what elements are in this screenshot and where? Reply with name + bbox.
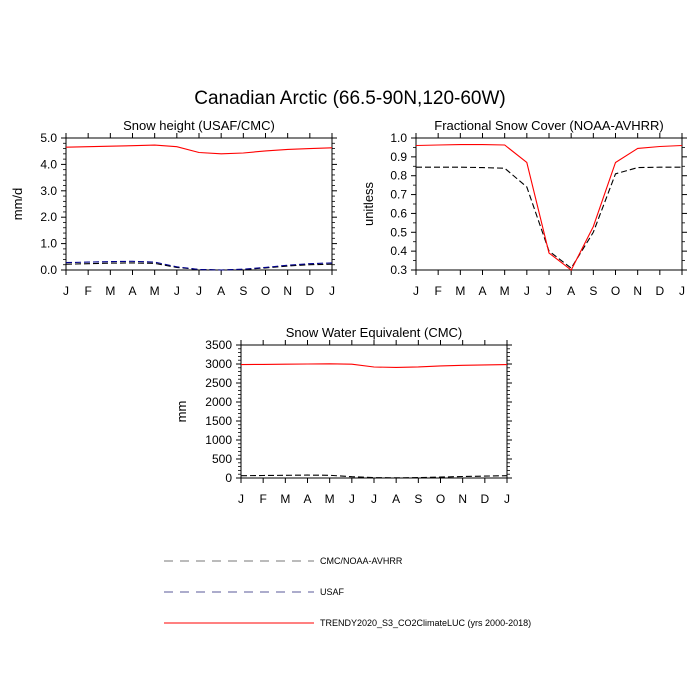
x-tick-label: M <box>325 492 335 506</box>
series-line-cmc <box>65 262 333 271</box>
y-tick-label: 0.0 <box>40 263 57 277</box>
series-line-trendy2020_s3_co2climateluc <box>415 144 683 271</box>
x-tick-label: A <box>303 492 311 506</box>
x-tick-label: M <box>500 284 510 298</box>
y-tick-label: 1.0 <box>390 131 407 145</box>
x-tick-label: J <box>196 284 202 298</box>
x-tick-label: M <box>105 284 115 298</box>
x-tick-label: J <box>413 284 419 298</box>
x-tick-label: F <box>434 284 441 298</box>
x-tick-label: S <box>414 492 422 506</box>
x-tick-label: A <box>567 284 575 298</box>
x-tick-label: F <box>84 284 91 298</box>
series-line-trendy2020_s3_co2climateluc <box>240 363 508 368</box>
x-tick-label: J <box>349 492 355 506</box>
y-tick-label: 0.3 <box>390 263 407 277</box>
figure-title: Canadian Arctic (66.5-90N,120-60W) <box>194 88 506 109</box>
x-tick-label: J <box>504 492 510 506</box>
x-tick-label: F <box>259 492 266 506</box>
y-tick-label: 0.8 <box>390 169 407 183</box>
series-line-cmc <box>240 474 508 479</box>
y-tick-label: 0.4 <box>390 244 407 258</box>
y-tick-label: 4.0 <box>40 157 57 171</box>
x-tick-label: J <box>524 284 530 298</box>
legend-label-2: TRENDY2020_S3_CO2ClimateLUC (yrs 2000-20… <box>320 618 531 628</box>
y-tick-label: 1.0 <box>40 237 57 251</box>
x-tick-label: J <box>174 284 180 298</box>
y-tick-label: 500 <box>212 452 232 466</box>
x-tick-label: J <box>329 284 335 298</box>
chart-panel-3: Snow Water Equivalent (CMC)J F M A M J J A S O N D J… <box>174 325 512 506</box>
y-tick-label: 2000 <box>205 395 232 409</box>
y-axis-label: unitless <box>361 181 376 226</box>
x-tick-label: D <box>305 284 314 298</box>
x-tick-label: M <box>455 284 465 298</box>
x-tick-label: S <box>239 284 247 298</box>
series-line-trendy2020_s3_co2climateluc <box>65 144 333 155</box>
x-tick-label: D <box>655 284 664 298</box>
x-tick-label: M <box>280 492 290 506</box>
y-tick-label: 2.0 <box>40 210 57 224</box>
x-tick-label: D <box>480 492 489 506</box>
x-tick-label: J <box>371 492 377 506</box>
x-tick-label: A <box>392 492 400 506</box>
panel-title: Snow height (USAF/CMC) <box>123 118 275 133</box>
x-tick-label: S <box>589 284 597 298</box>
y-tick-label: 5.0 <box>40 131 57 145</box>
y-tick-label: 3.0 <box>40 184 57 198</box>
x-tick-label: O <box>611 284 620 298</box>
y-tick-label: 3000 <box>205 357 232 371</box>
y-tick-label: 0.6 <box>390 206 407 220</box>
y-tick-label: 1000 <box>205 433 232 447</box>
y-tick-label: 0 <box>225 471 232 485</box>
y-tick-label: 1500 <box>205 414 232 428</box>
x-tick-label: O <box>261 284 270 298</box>
x-tick-label: A <box>478 284 486 298</box>
y-axis-label: mm <box>174 401 189 423</box>
x-tick-label: J <box>679 284 685 298</box>
x-tick-label: M <box>150 284 160 298</box>
y-tick-label: 0.7 <box>390 188 407 202</box>
panel-title: Snow Water Equivalent (CMC) <box>286 325 463 340</box>
x-tick-label: J <box>546 284 552 298</box>
chart-panel-2: Fractional Snow Cover (NOAA-AVHRR)J F M A M J… <box>361 118 687 298</box>
x-tick-label: J <box>63 284 69 298</box>
y-axis-label: mm/d <box>10 188 25 221</box>
legend-label-0: CMC/NOAA-AVHRR <box>320 556 403 566</box>
x-tick-label: A <box>128 284 136 298</box>
y-tick-label: 0.5 <box>390 225 407 239</box>
y-tick-label: 2500 <box>205 376 232 390</box>
plot-frame <box>65 137 333 271</box>
x-tick-label: N <box>633 284 642 298</box>
y-tick-label: 3500 <box>205 338 232 352</box>
legend-label-1: USAF <box>320 587 345 597</box>
x-tick-label: O <box>436 492 445 506</box>
panel-title: Fractional Snow Cover (NOAA-AVHRR) <box>434 118 663 133</box>
x-tick-label: N <box>283 284 292 298</box>
chart-panel-1: Snow height (USAF/CMC)J F M A M J J A S O N D J0.01.… <box>10 118 337 298</box>
legend: CMC/NOAA-AVHRR USAF TRENDY2020_S3_CO2Clima… <box>164 556 531 628</box>
x-tick-label: N <box>458 492 467 506</box>
x-tick-label: A <box>217 284 225 298</box>
x-tick-label: J <box>238 492 244 506</box>
y-tick-label: 0.9 <box>390 150 407 164</box>
